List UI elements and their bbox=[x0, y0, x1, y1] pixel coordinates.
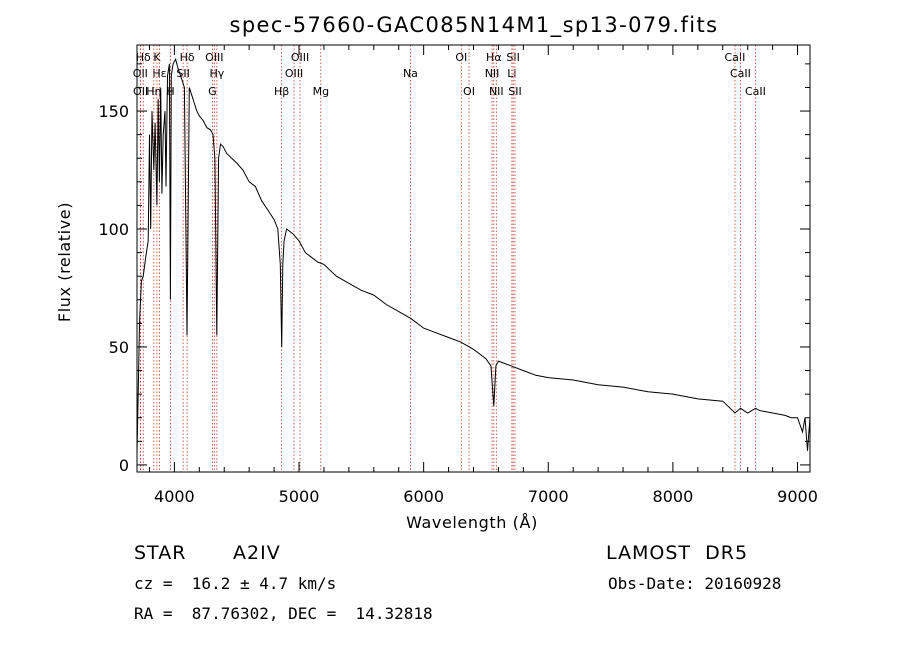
line-marker-label: Mg bbox=[313, 85, 329, 98]
line-marker-label: CaII bbox=[725, 51, 746, 64]
line-marker-label: OIII bbox=[205, 51, 223, 64]
x-tick-label: 4000 bbox=[154, 487, 195, 506]
x-axis-label: Wavelength (Å) bbox=[406, 513, 538, 532]
coordinates: RA = 87.76302, DEC = 14.32818 bbox=[134, 604, 433, 623]
y-axis-label: Flux (relative) bbox=[55, 202, 74, 322]
line-marker-label: SII bbox=[176, 67, 189, 80]
line-marker-label: NII bbox=[485, 67, 500, 80]
y-tick-label: 150 bbox=[98, 102, 129, 121]
obs-date: Obs-Date: 20160928 bbox=[608, 574, 782, 593]
line-marker-label: CaII bbox=[730, 67, 751, 80]
x-tick-label: 9000 bbox=[777, 487, 818, 506]
line-marker-label: CaII bbox=[745, 85, 766, 98]
line-marker-label: OI bbox=[463, 85, 475, 98]
plot-frame bbox=[136, 44, 811, 473]
line-marker-label: OI bbox=[455, 51, 467, 64]
line-marker-label: Hα bbox=[486, 51, 502, 64]
line-marker-label: OIII bbox=[285, 67, 303, 80]
survey-label: LAMOST DR5 bbox=[606, 542, 749, 564]
line-marker-label: G bbox=[208, 85, 217, 98]
line-marker-label: K bbox=[153, 51, 161, 64]
line-marker-label: Hε bbox=[152, 67, 166, 80]
x-tick-label: 7000 bbox=[528, 487, 569, 506]
velocity-readout: cz = 16.2 ± 4.7 km/s bbox=[134, 574, 337, 593]
x-tick-label: 8000 bbox=[653, 487, 694, 506]
line-marker-label: Hγ bbox=[209, 67, 224, 80]
line-marker-label: Na bbox=[403, 67, 418, 80]
line-marker-label: SII bbox=[506, 51, 519, 64]
y-tick-label: 50 bbox=[109, 338, 129, 357]
line-marker-label: Hη bbox=[146, 85, 161, 98]
chart-title: spec-57660-GAC085N14M1_sp13-079.fits bbox=[229, 13, 718, 38]
x-tick-label: 5000 bbox=[279, 487, 320, 506]
line-marker-label: Hβ bbox=[274, 85, 289, 98]
series-line bbox=[136, 57, 811, 454]
y-tick-label: 100 bbox=[98, 220, 129, 239]
y-tick-label: 0 bbox=[119, 456, 129, 475]
line-marker-label: NII bbox=[489, 85, 504, 98]
line-marker-label: Li bbox=[507, 67, 516, 80]
object-subclass: A2IV bbox=[233, 542, 281, 564]
line-marker-label: OIII bbox=[291, 51, 309, 64]
object-class: STAR bbox=[134, 542, 187, 564]
axis-ticks: 4000 5000 6000 7000 8000 9000 0 50 100 150 bbox=[98, 45, 818, 506]
line-marker-label: Hδ bbox=[180, 51, 195, 64]
line-marker-label: H bbox=[166, 85, 174, 98]
line-marker-label: Hδ bbox=[136, 51, 151, 64]
line-marker-label: SII bbox=[508, 85, 521, 98]
x-tick-label: 6000 bbox=[403, 487, 444, 506]
